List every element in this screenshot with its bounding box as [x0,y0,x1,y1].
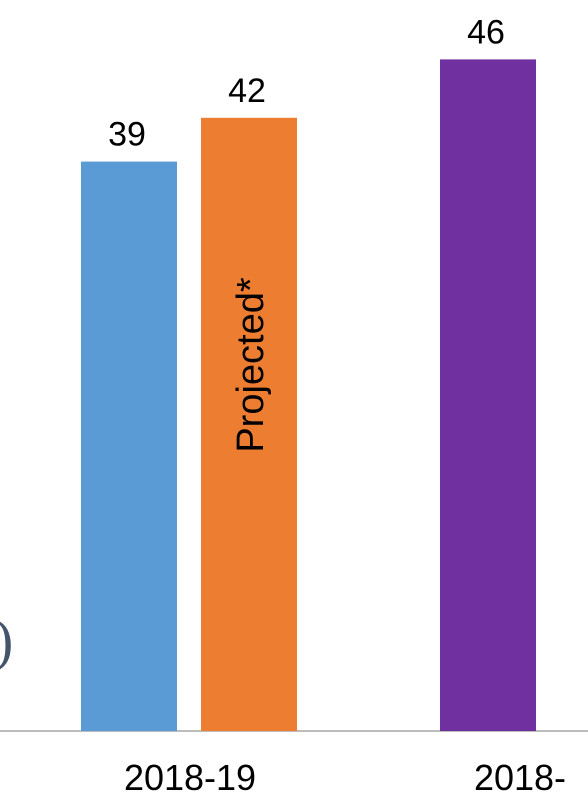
left-edge-glyph: ) [0,612,15,675]
bar-2 [201,117,297,732]
value-label-2: 42 [228,72,266,110]
bar-3 [440,59,536,731]
category-label-2: 2018- [474,757,566,798]
projected-annotation: Projected* [230,277,272,453]
bar-1 [81,161,177,732]
value-label-1: 39 [108,116,146,154]
category-label-1: 2018-19 [124,757,256,798]
value-label-3: 46 [467,13,505,51]
